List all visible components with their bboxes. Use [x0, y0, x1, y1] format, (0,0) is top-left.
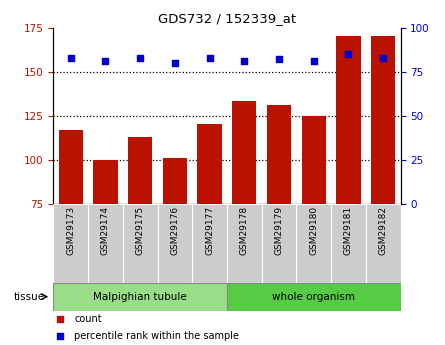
Bar	[227, 204, 262, 283]
Bar	[163, 158, 187, 204]
Bar	[192, 204, 227, 283]
Point	[57, 334, 64, 339]
Bar	[227, 283, 400, 310]
Bar	[128, 137, 152, 204]
Bar	[267, 105, 291, 204]
Text: tissue: tissue	[13, 292, 44, 302]
Text: percentile rank within the sample: percentile rank within the sample	[74, 332, 239, 341]
Point	[171, 60, 178, 66]
Text: GSM29177: GSM29177	[205, 206, 214, 255]
Text: GSM29178: GSM29178	[240, 206, 249, 255]
Text: GSM29175: GSM29175	[136, 206, 145, 255]
Bar	[232, 101, 256, 204]
Text: GSM29174: GSM29174	[101, 206, 110, 255]
Bar	[302, 116, 326, 204]
Point	[57, 316, 64, 322]
Point	[241, 58, 248, 64]
Point	[137, 55, 144, 60]
Point	[206, 55, 213, 60]
Text: GSM29173: GSM29173	[66, 206, 75, 255]
Text: GSM29182: GSM29182	[379, 206, 388, 255]
Text: GSM29181: GSM29181	[344, 206, 353, 255]
Bar	[198, 124, 222, 204]
Text: count: count	[74, 314, 102, 324]
Bar	[93, 159, 117, 204]
Bar	[336, 36, 360, 204]
Text: GSM29176: GSM29176	[170, 206, 179, 255]
Point	[67, 55, 74, 60]
Point	[310, 58, 317, 64]
Text: GSM29180: GSM29180	[309, 206, 318, 255]
Text: whole organism: whole organism	[272, 292, 355, 302]
Title: GDS732 / 152339_at: GDS732 / 152339_at	[158, 12, 296, 25]
Bar	[371, 36, 395, 204]
Point	[380, 55, 387, 60]
Bar	[366, 204, 400, 283]
Bar	[158, 204, 192, 283]
Bar	[123, 204, 158, 283]
Bar	[331, 204, 366, 283]
Bar	[262, 204, 296, 283]
Text: GSM29179: GSM29179	[275, 206, 283, 255]
Bar	[296, 204, 331, 283]
Point	[345, 51, 352, 57]
Bar	[53, 204, 88, 283]
Bar	[53, 283, 227, 310]
Bar	[88, 204, 123, 283]
Point	[275, 57, 283, 62]
Text: Malpighian tubule: Malpighian tubule	[93, 292, 187, 302]
Bar	[59, 130, 83, 204]
Point	[102, 58, 109, 64]
